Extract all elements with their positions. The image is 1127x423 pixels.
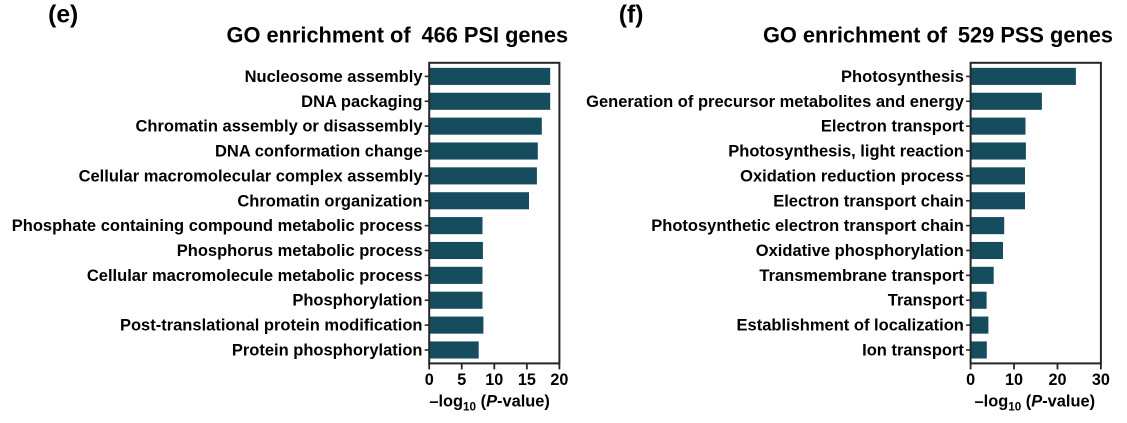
svg-text:GO enrichment of 466 PSI genes: GO enrichment of 466 PSI genes — [227, 22, 569, 47]
svg-text:DNA conformation change: DNA conformation change — [215, 143, 422, 161]
svg-text:Cellular macromolecular comple: Cellular macromolecular complex assembly — [79, 167, 424, 185]
svg-text:Nucleosome assembly: Nucleosome assembly — [245, 68, 424, 86]
svg-text:Transmembrane transport: Transmembrane transport — [759, 267, 964, 285]
svg-text:Photosynthesis, light reaction: Photosynthesis, light reaction — [728, 143, 964, 161]
svg-text:Electron transport chain: Electron transport chain — [773, 192, 964, 210]
svg-text:Photosynthetic electron transp: Photosynthetic electron transport chain — [651, 217, 964, 235]
svg-text:(e): (e) — [48, 1, 78, 28]
svg-text:GO enrichment of 529 PSS genes: GO enrichment of 529 PSS genes — [763, 22, 1113, 47]
svg-text:Establishment of localization: Establishment of localization — [737, 317, 964, 335]
svg-text:Transport: Transport — [888, 292, 965, 310]
svg-text:Electron transport: Electron transport — [821, 118, 965, 136]
svg-text:Chromatin organization: Chromatin organization — [237, 192, 422, 210]
svg-text:Ion transport: Ion transport — [862, 341, 964, 359]
svg-text:(f): (f) — [619, 1, 644, 28]
svg-text:0: 0 — [966, 371, 975, 389]
svg-text:Chromatin assembly or disassem: Chromatin assembly or disassembly — [135, 118, 423, 136]
svg-text:20: 20 — [550, 371, 568, 389]
svg-text:Phosphorus metabolic process: Phosphorus metabolic process — [177, 242, 423, 260]
svg-text:0: 0 — [425, 371, 434, 389]
svg-text:DNA packaging: DNA packaging — [301, 93, 422, 111]
svg-text:Protein phosphorylation: Protein phosphorylation — [232, 341, 423, 359]
svg-text:30: 30 — [1092, 371, 1110, 389]
svg-text:Photosynthesis: Photosynthesis — [841, 68, 964, 86]
svg-text:15: 15 — [518, 371, 536, 389]
svg-text:–log10 (P-value): –log10 (P-value) — [429, 392, 550, 413]
svg-text:Phosphorylation: Phosphorylation — [292, 292, 422, 310]
svg-text:–log10 (P-value): –log10 (P-value) — [975, 392, 1096, 413]
svg-text:10: 10 — [485, 371, 503, 389]
svg-text:10: 10 — [1005, 371, 1023, 389]
svg-text:5: 5 — [457, 371, 466, 389]
svg-text:Oxidative phosphorylation: Oxidative phosphorylation — [756, 242, 964, 260]
svg-text:20: 20 — [1048, 371, 1066, 389]
svg-text:Phosphate containing compound: Phosphate containing compound metabolic … — [12, 217, 423, 235]
svg-text:Post-translational protein mod: Post-translational protein modification — [120, 317, 423, 335]
svg-text:Generation of precursor metabo: Generation of precursor metabolites and … — [586, 93, 965, 111]
svg-text:Cellular macromolecule metabol: Cellular macromolecule metabolic process — [87, 267, 423, 285]
svg-text:Oxidation reduction process: Oxidation reduction process — [740, 167, 964, 185]
